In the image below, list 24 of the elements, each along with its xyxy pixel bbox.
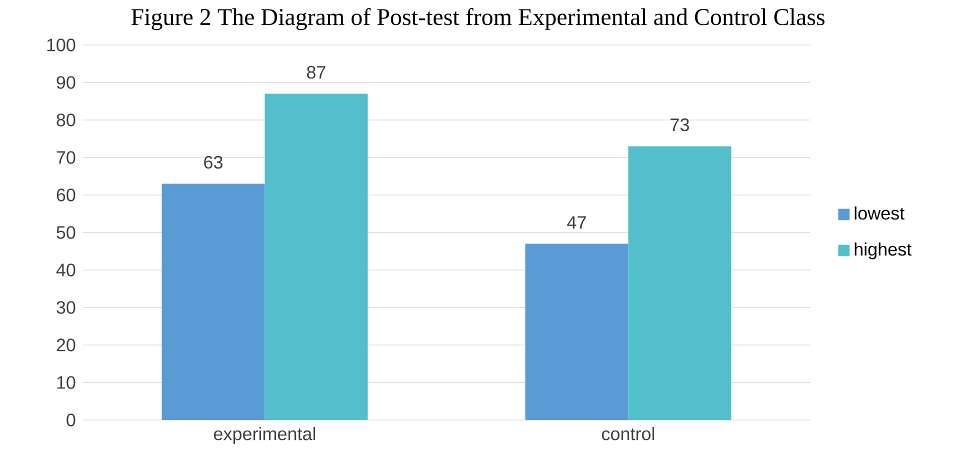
data-label: 73 [670,118,689,132]
y-tick-label: 80 [56,114,76,126]
data-label: 63 [204,156,222,169]
bar [162,184,265,420]
legend-label: highest [854,242,912,260]
x-tick-label: experimental [214,427,316,444]
bar [628,146,732,420]
bar [525,244,628,420]
y-tick-label: 60 [56,188,76,202]
x-tick-label: control [602,427,654,440]
y-tick-label: 90 [56,76,76,89]
y-tick-label: 30 [56,301,76,314]
data-label: 87 [307,66,326,79]
y-tick-label: 70 [56,151,76,164]
y-tick-label: 20 [56,338,76,352]
y-tick-label: 50 [56,226,76,239]
chart-title: Figure 2 The Diagram of Post-test from Experimental and Control Class [131,8,824,30]
data-label: 47 [567,216,586,229]
y-tick-label: 100 [47,38,76,52]
y-tick-label: 10 [57,376,76,389]
bar [264,94,368,420]
legend-label: lowest [854,206,904,220]
y-tick-label: 40 [56,264,76,276]
y-tick-label: 0 [66,414,76,426]
